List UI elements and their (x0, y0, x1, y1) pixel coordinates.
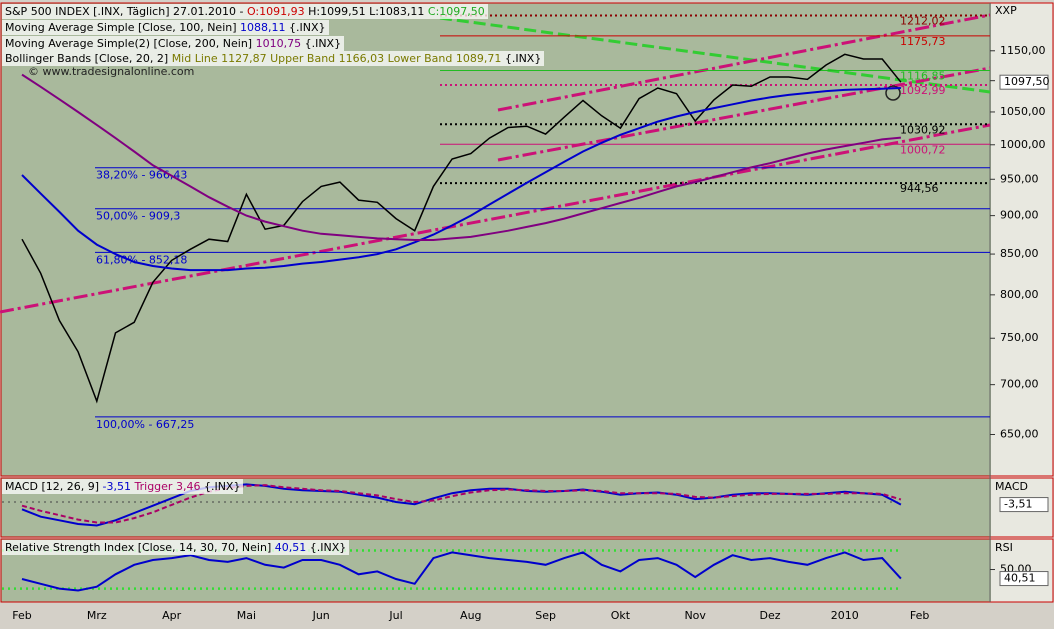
x-tick-label: Feb (910, 609, 929, 622)
trend-line (497, 13, 991, 112)
y-tick-label: 700,00 (1000, 378, 1039, 391)
x-tick-label: Dez (759, 609, 780, 622)
y-tick-label: 850,00 (1000, 247, 1039, 260)
y-tick-label: 1000,00 (1000, 138, 1046, 151)
legend: S&P 500 INDEX [.INX, Täglich] 27.01.2010… (2, 4, 488, 19)
price-box (999, 497, 1049, 513)
panel-border (0, 477, 1054, 538)
legend-suffix: {.INX} (289, 21, 326, 34)
scale-label: XXP (995, 4, 1017, 17)
series-line (21, 551, 902, 592)
legend-suffix: {.INX} (304, 36, 342, 50)
x-tick-label: Nov (684, 609, 706, 622)
legend-text: Bollinger Bands [Close, 20, 2] (5, 52, 172, 65)
price-box (999, 74, 1049, 90)
title: Relative Strength Index [Close, 14, 30, … (5, 541, 272, 554)
trigger: Trigger 3,46 (134, 480, 201, 493)
ohlc: L:1083,11 (369, 5, 425, 18)
legend-line: Moving Average Simple [Close, 100, Nein]… (2, 20, 329, 35)
y-tick-label: 800,00 (1000, 288, 1039, 301)
y-tick-label: 950,00 (1000, 172, 1039, 185)
legend-suffix: {.INX} (504, 52, 542, 65)
price-panel (1, 3, 991, 476)
highlight-circle (885, 85, 901, 101)
title: S&P 500 INDEX [.INX, Täglich] 27.01.2010… (5, 5, 244, 18)
level-label: 1030,92 (900, 123, 946, 136)
panel-border (0, 2, 1054, 477)
legend-value: 1088,11 (240, 21, 289, 34)
rsi-legend: Relative Strength Index [Close, 14, 30, … (2, 540, 350, 555)
scale-label: MACD (995, 480, 1028, 493)
series-line (21, 483, 902, 527)
suffix: {.INX} (203, 480, 241, 493)
legend-line: Bollinger Bands [Close, 20, 2] Mid Line … (2, 51, 545, 66)
legend-text: Moving Average Simple(2) [Close, 200, Ne… (5, 36, 256, 50)
legend-line: Moving Average Simple(2) [Close, 200, Ne… (2, 35, 345, 51)
title: MACD [12, 26, 9] (5, 480, 100, 493)
level-label: 1000,72 (900, 143, 946, 156)
price-box (999, 571, 1049, 587)
watermark: © www.tradesignalonline.com (28, 65, 194, 78)
scale-label: RSI (995, 541, 1013, 554)
trend-line (0, 123, 991, 314)
plot: Feb Mrz Apr Mai Jun Jul Aug Sep Okt Nov Dez 2010 Feb… (2, 14, 1050, 622)
macd-legend: MACD [12, 26, 9] -3,51 Trigger 3,46 {.IN… (2, 479, 244, 494)
y-tick-label: 650,00 (1000, 427, 1039, 440)
price-box-label: -3,51 (1004, 498, 1032, 511)
fib-label: 50,00% - 909,3 (96, 210, 180, 223)
y-tick-label: 750,00 (1000, 331, 1039, 344)
x-tick-label: Jul (388, 609, 402, 622)
y-tick-label: 900,00 (1000, 209, 1039, 222)
legend-value: 1010,75 (255, 36, 305, 50)
value: 40,51 (274, 541, 307, 554)
price-box-label: 1097,50 (1004, 75, 1050, 88)
legend-text: Moving Average Simple [Close, 100, Nein] (5, 21, 241, 34)
legend-value: Mid Line 1127,87 Upper Band 1166,03 Lowe… (171, 52, 505, 65)
x-tick-label: Mrz (87, 609, 107, 622)
x-tick-label: Jun (312, 609, 330, 622)
level-label: 1175,73 (900, 35, 946, 48)
ohlc: C:1097,50 (427, 5, 485, 18)
x-tick-label: Apr (162, 609, 182, 622)
x-tick-label: Mai (237, 609, 256, 622)
series-line (21, 73, 901, 241)
panel-border (0, 538, 1054, 603)
ohlc: O:1091,93 (246, 5, 305, 18)
level-label: 1212,02 (900, 14, 946, 27)
series-line (21, 484, 902, 524)
series-line (21, 87, 901, 272)
y-tick-label: 1150,00 (1000, 44, 1046, 57)
level-label: 1092,99 (900, 84, 946, 97)
suffix: {.INX} (309, 541, 347, 554)
x-tick-label: Feb (12, 609, 31, 622)
series-line (21, 53, 902, 404)
price-box-label: 40,51 (1004, 572, 1036, 585)
x-tick-label: Okt (611, 609, 631, 622)
x-tick-label: 2010 (831, 609, 859, 622)
ohlc: H:1099,51 (308, 5, 366, 18)
x-tick-label: Sep (535, 609, 556, 622)
y-tick-label: 1050,00 (1000, 105, 1046, 118)
x-tick-label: Aug (460, 609, 481, 622)
fib-label: 38,20% - 966,43 (96, 169, 187, 182)
axis-panel (991, 3, 1053, 602)
level-label: 944,56 (900, 182, 939, 195)
fib-label: 100,00% - 667,25 (96, 418, 194, 431)
value: -3,51 (102, 480, 132, 493)
level-label: 1116,85 (900, 69, 946, 82)
